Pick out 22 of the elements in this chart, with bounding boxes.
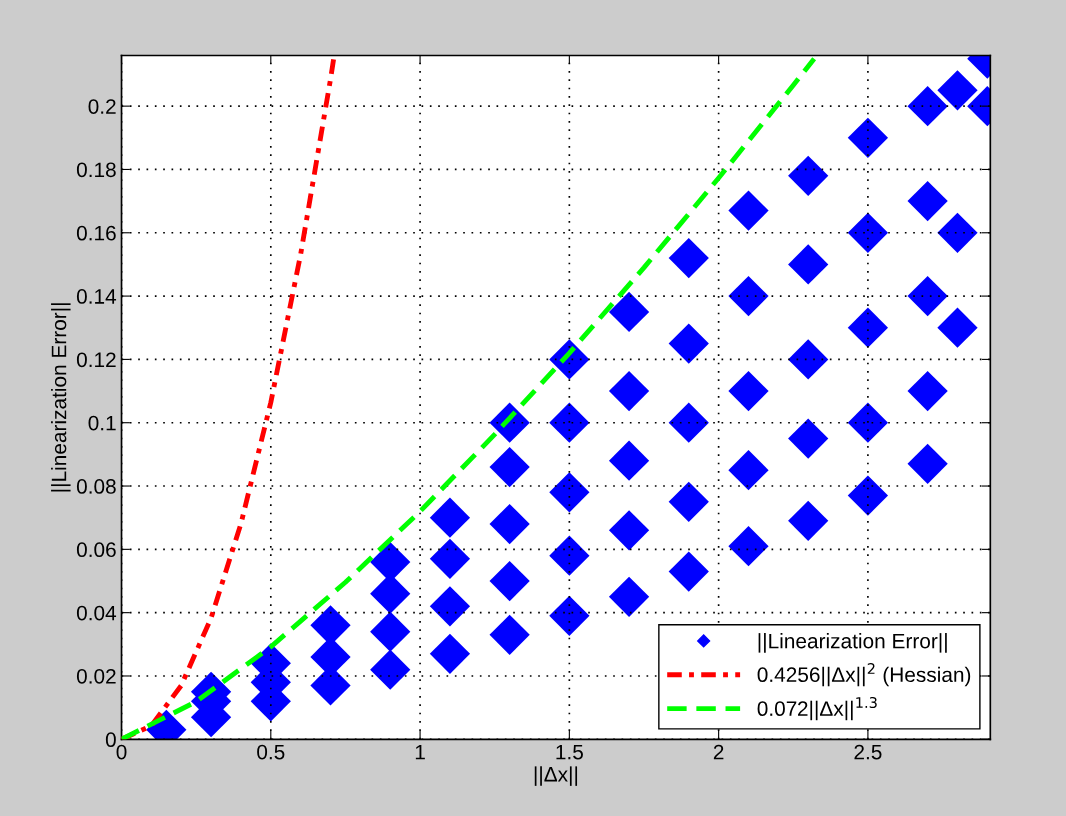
legend-label: 0.072||Δx||$^{1.3}$ [757,697,877,721]
x-tick-label: 1.5 [556,744,583,760]
y-tick-label: 0.2 [88,99,116,114]
x-tick-label: 0.5 [257,744,285,760]
x-tick-label: 2 [713,744,724,760]
y-tick-label: 0.02 [76,668,116,684]
x-tick-label: 1 [415,744,425,760]
y-tick-label: 0.12 [76,352,116,368]
y-tick-label: 0.14 [76,289,117,304]
legend-label: 0.4256||Δx||$^{2}$ (Hessian) [757,663,971,687]
y-axis-title: ||Linearization Error|| [51,303,71,492]
x-tick-label: 2.5 [854,744,882,760]
y-tick-label: 0.1 [88,415,116,431]
y-tick-label: 0.04 [76,605,117,621]
y-tick-label: 0.18 [76,162,116,178]
x-axis-title: ||Δx|| [534,766,578,786]
x-tick-label: 0 [116,744,127,760]
y-tick-label: 0.16 [76,225,116,241]
y-tick-label: 0.06 [76,542,116,558]
y-tick-label: 0 [105,732,116,748]
legend-label: ||Linearization Error|| [758,633,947,653]
y-tick-label: 0.08 [76,479,116,494]
